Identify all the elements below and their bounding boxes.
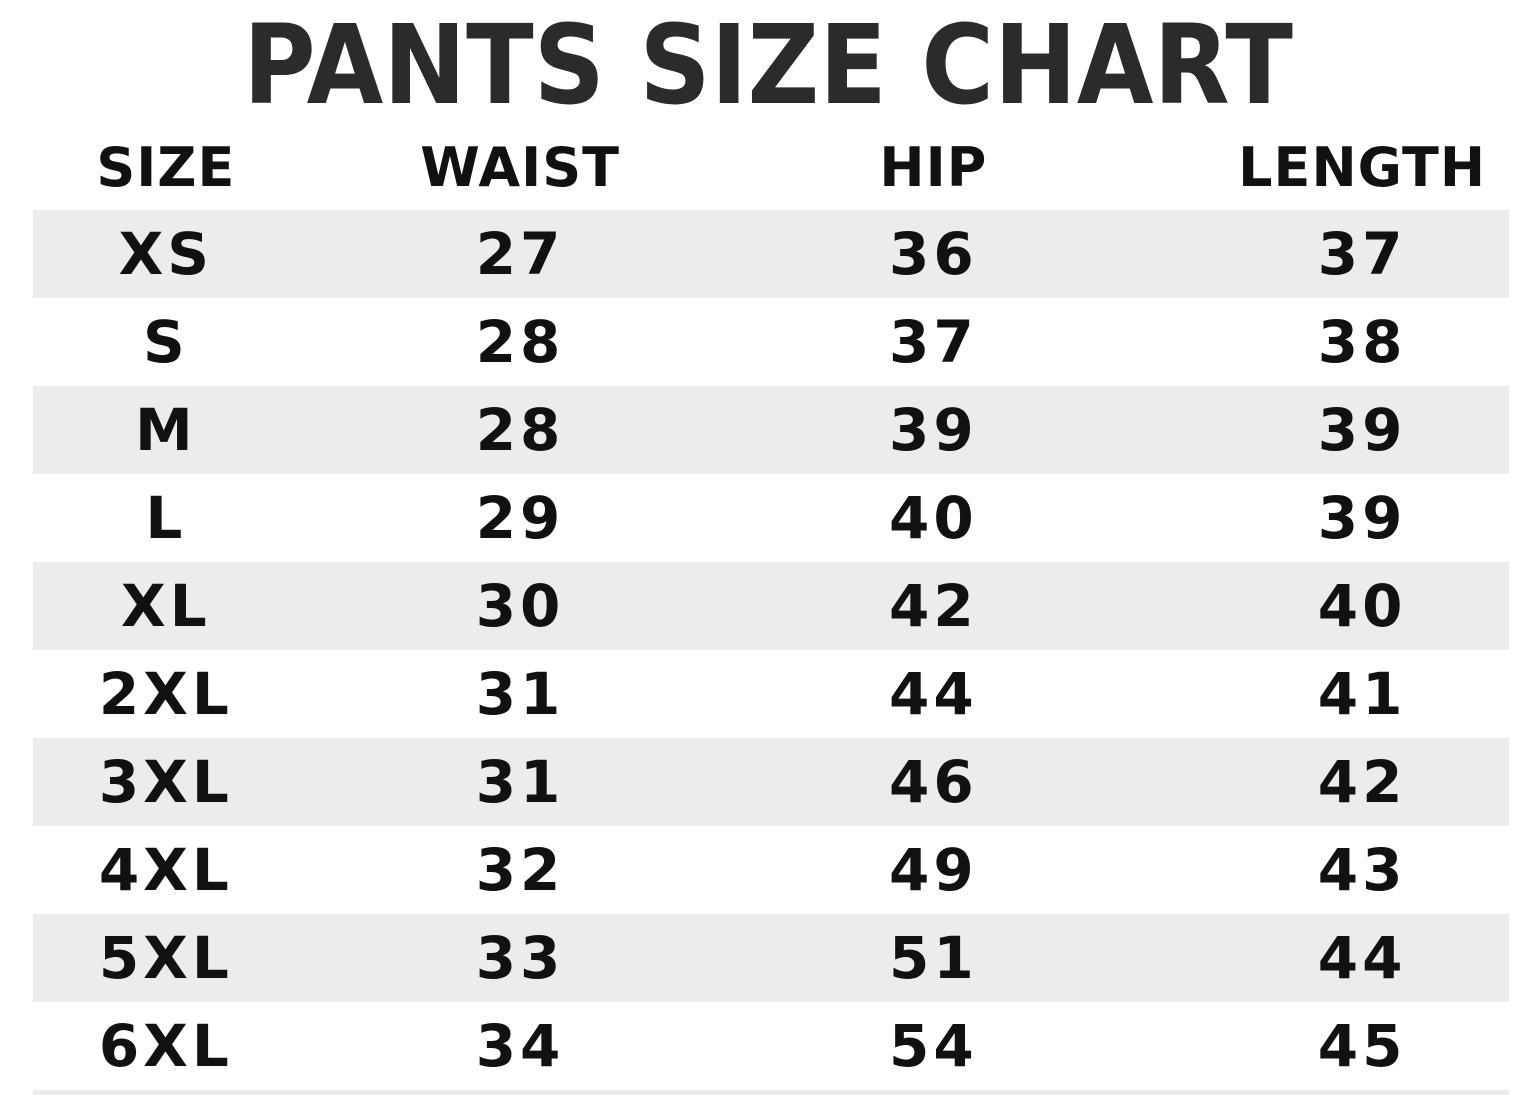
waist-cell: 29 (475, 484, 565, 552)
waist-cell: 34 (475, 1012, 565, 1080)
table-row: M 28 39 39 (33, 386, 1509, 474)
length-cell: 39 (1317, 396, 1407, 464)
size-table: SIZE WAIST HIP LENGTH XS 27 36 37 S 28 37 38 M 28 39 3… (33, 125, 1509, 1095)
size-cell: 2XL (98, 660, 233, 728)
waist-cell: 27 (475, 220, 565, 288)
waist-cell: 28 (475, 396, 565, 464)
waist-cell: 30 (475, 572, 565, 640)
hip-cell: 44 (888, 660, 978, 728)
size-cell: 3XL (98, 748, 233, 816)
table-body: XS 27 36 37 S 28 37 38 M 28 39 39 L 29 40 39 XL 30 42 40 2XL… (33, 210, 1509, 1090)
waist-cell: 31 (475, 748, 565, 816)
hip-cell: 39 (888, 396, 978, 464)
length-cell: 43 (1317, 836, 1407, 904)
hip-cell: 40 (888, 484, 978, 552)
partial-row-stripe (33, 1090, 1509, 1095)
length-cell: 40 (1317, 572, 1407, 640)
header-cell-length: LENGTH (1238, 136, 1487, 199)
table-header-row: SIZE WAIST HIP LENGTH (33, 125, 1509, 210)
header-cell-waist: WAIST (420, 136, 620, 199)
header-cell-size: SIZE (96, 136, 236, 199)
length-cell: 45 (1317, 1012, 1407, 1080)
waist-cell: 32 (475, 836, 565, 904)
table-row: 4XL 32 49 43 (33, 826, 1509, 914)
size-cell: 5XL (98, 924, 233, 992)
size-cell: S (142, 308, 189, 376)
page-title: PANTS SIZE CHART (243, 1, 1293, 129)
table-row: 6XL 34 54 45 (33, 1002, 1509, 1090)
table-row: L 29 40 39 (33, 474, 1509, 562)
size-cell: L (145, 484, 187, 552)
header-cell-hip: HIP (879, 136, 988, 199)
size-cell: 4XL (98, 836, 233, 904)
length-cell: 41 (1317, 660, 1407, 728)
hip-cell: 49 (888, 836, 978, 904)
waist-cell: 28 (475, 308, 565, 376)
length-cell: 42 (1317, 748, 1407, 816)
length-cell: 38 (1317, 308, 1407, 376)
hip-cell: 54 (888, 1012, 978, 1080)
hip-cell: 42 (888, 572, 978, 640)
table-row: XS 27 36 37 (33, 210, 1509, 298)
size-cell: M (134, 396, 197, 464)
hip-cell: 46 (888, 748, 978, 816)
table-row: XL 30 42 40 (33, 562, 1509, 650)
waist-cell: 31 (475, 660, 565, 728)
table-row: 2XL 31 44 41 (33, 650, 1509, 738)
length-cell: 44 (1317, 924, 1407, 992)
waist-cell: 33 (475, 924, 565, 992)
table-row: 3XL 31 46 42 (33, 738, 1509, 826)
size-cell: XL (120, 572, 211, 640)
hip-cell: 36 (888, 220, 978, 288)
table-row: S 28 37 38 (33, 298, 1509, 386)
hip-cell: 51 (888, 924, 978, 992)
hip-cell: 37 (888, 308, 978, 376)
length-cell: 39 (1317, 484, 1407, 552)
size-cell: 6XL (98, 1012, 233, 1080)
size-cell: XS (118, 220, 214, 288)
table-row: 5XL 33 51 44 (33, 914, 1509, 1002)
length-cell: 37 (1317, 220, 1407, 288)
